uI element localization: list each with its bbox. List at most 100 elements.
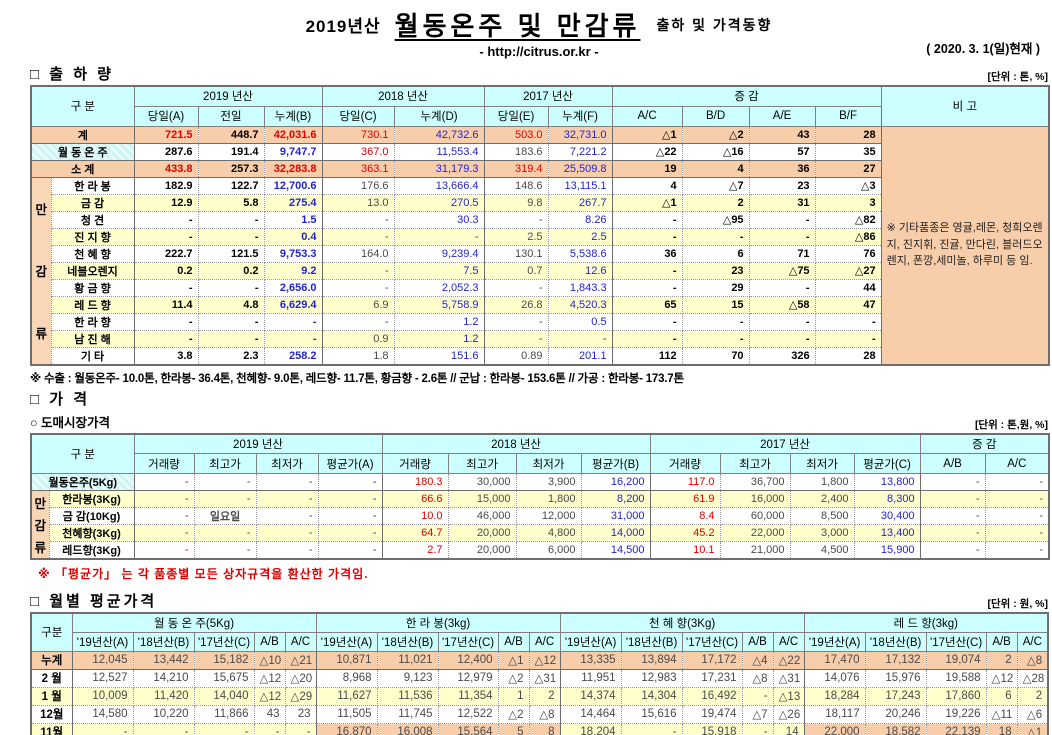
cell: 금 감(10Kg) (48, 507, 135, 525)
cell: 14,304 (620, 686, 683, 706)
cell: 18,204 (559, 722, 622, 735)
cell: △31 (772, 668, 805, 688)
cell: 1 월 (30, 686, 73, 706)
cell: 23 (681, 261, 750, 280)
cell: 12월 (30, 704, 73, 724)
cell: - (133, 312, 199, 331)
cell: 0.89 (483, 346, 549, 365)
cell: 3,900 (515, 473, 582, 491)
cell: 6,629.4 (263, 295, 323, 314)
cell: - (133, 507, 195, 525)
cell: - (321, 312, 395, 331)
cell: 1 (497, 686, 530, 706)
cell: 11,627 (315, 686, 378, 706)
cell: △6 (1016, 704, 1049, 724)
cell: - (748, 329, 816, 348)
cell: - (321, 261, 395, 280)
cell: 182.9 (133, 176, 199, 195)
cell: - (193, 473, 257, 491)
export-footnote: ※ 수출 : 월동온주- 10.0톤, 한라봉- 36.4톤, 천혜향- 9.0… (30, 372, 684, 385)
cell: 11월 (30, 722, 73, 735)
column-header: 평균가(C) (853, 453, 921, 474)
cell: △12 (528, 650, 561, 670)
cell: - (197, 210, 265, 229)
cell: 15,675 (193, 668, 255, 688)
monthly-row: 12월 14,580 10,220 11,866 43 23 11,505 11,745 12,… (30, 704, 1049, 724)
column-header: 2018 년산 (321, 85, 485, 107)
cell: - (317, 524, 383, 542)
cell: 8.4 (649, 507, 721, 525)
column-header: B/D (681, 105, 750, 127)
cell: 27 (814, 159, 882, 178)
cell: △21 (284, 650, 317, 670)
cell: - (255, 524, 319, 542)
cell: - (197, 278, 265, 297)
cell: 151.6 (393, 346, 485, 365)
cell: 14,500 (580, 541, 651, 560)
cell: 28 (814, 125, 882, 144)
cell: - (547, 329, 613, 348)
cell: - (984, 490, 1050, 508)
cell: △8 (1016, 650, 1049, 670)
column-header: 증 감 (919, 433, 1050, 454)
cell: △86 (814, 227, 882, 246)
cell: 0.5 (547, 312, 613, 331)
cell: 18,284 (803, 686, 866, 706)
cell: 9.2 (263, 261, 323, 280)
shipment-row: 청 견 - -1.5-30.3-8.26- △95- △82 (31, 210, 1049, 229)
monthly-price-table: 구분 월 동 온 주(5Kg) 한 라 봉(3kg) 천 혜 향(3Kg) 레 드 향(… (30, 612, 1050, 735)
cell: 71 (748, 244, 816, 263)
cell: - (133, 329, 199, 348)
cell: 17,470 (803, 650, 866, 670)
column-header: 최저가 (789, 453, 855, 474)
column-header: A/B (985, 631, 1018, 652)
cell: △31 (528, 668, 561, 688)
cell: 6.9 (321, 295, 395, 314)
cell: - (317, 541, 383, 560)
cell: - (620, 722, 683, 735)
cell: 12,000 (515, 507, 582, 525)
cell: 5 (497, 722, 530, 735)
column-header: A/C (1016, 631, 1049, 652)
site-url: - http://citrus.or.kr - (479, 44, 599, 59)
cell: - (984, 507, 1050, 525)
cell: - (748, 278, 816, 297)
cell: 36 (611, 244, 683, 263)
cell: - (483, 329, 549, 348)
cell: 15,564 (437, 722, 499, 735)
column-header: B/F (814, 105, 882, 127)
price-row: 만 감 류 한라봉(3Kg) - - - -66.6 15,000 1,800 8,200 61.9 1… (30, 490, 1050, 560)
cell: - (132, 722, 195, 735)
cell: 13,894 (620, 650, 683, 670)
cell: △20 (284, 668, 317, 688)
shipment-row: 남 진 해 - - -0.9 1.2- - - - - - (31, 329, 1050, 348)
cell: 17,231 (681, 668, 743, 688)
column-header: 거래량 (649, 453, 721, 474)
column-header: '17년산(C) (193, 631, 255, 652)
cell: 12,400 (437, 650, 499, 670)
cell: 1,800 (515, 490, 582, 508)
cell: △7 (741, 704, 774, 724)
cell: - (253, 722, 286, 735)
column-header: '18년산(B) (132, 631, 195, 652)
column-header: A/B (919, 453, 986, 474)
cell: 1.5 (263, 210, 323, 229)
cell: 32,283.8 (263, 159, 323, 178)
cell: - (71, 722, 134, 735)
cell: 청 견 (50, 210, 135, 229)
cell: 14,210 (132, 668, 195, 688)
column-header: A/C (528, 631, 561, 652)
cell: 5.8 (197, 193, 265, 212)
column-header: '19년산(A) (559, 631, 622, 652)
cell: 12,700.6 (263, 176, 323, 195)
cell: 16,000 (719, 490, 791, 508)
cell: 2 (1016, 686, 1049, 706)
cell: 22,000 (803, 722, 866, 735)
cell: 14,076 (803, 668, 866, 688)
column-header: '19년산(A) (71, 631, 134, 652)
cell: 31,000 (580, 507, 651, 525)
cell: 65 (611, 295, 683, 314)
cell: 7,221.2 (547, 142, 613, 161)
cell: 15,000 (447, 490, 517, 508)
shipment-section-title: □ 출 하 량 (30, 66, 114, 83)
